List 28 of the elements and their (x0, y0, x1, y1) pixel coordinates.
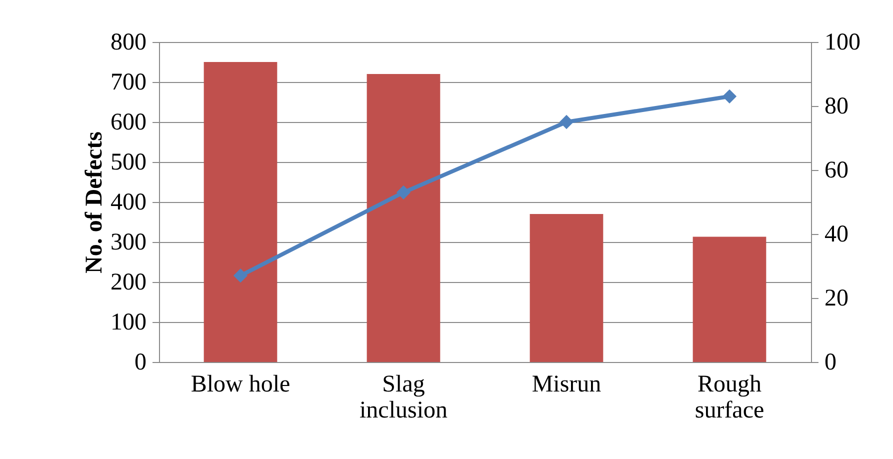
point (396, 185, 411, 200)
y-tick-label: 100 (110, 310, 146, 336)
x-tick-label: Blow hole (190, 372, 290, 398)
y2-tick-label: 100 (824, 30, 860, 56)
bar (692, 236, 766, 362)
y2-tick-label: 20 (824, 286, 848, 312)
y2-tick-label: 40 (824, 222, 848, 248)
y-tick-label: 800 (110, 30, 146, 56)
point (559, 114, 574, 130)
y-tick-label: 300 (110, 230, 146, 256)
y2-tick-label: 80 (824, 94, 848, 120)
point (722, 89, 737, 104)
y-tick-label: 500 (110, 150, 146, 176)
y-tick-label: 200 (110, 270, 146, 296)
x-tick-label: Slag inclusion (360, 372, 448, 424)
y2-tick-label: 60 (824, 158, 848, 184)
y2-tick-label: 0 (824, 350, 836, 376)
y-tick-label: 400 (110, 190, 146, 216)
point (233, 268, 248, 283)
y-tick-label: 600 (110, 110, 146, 136)
x-tick-label: Rough surface (694, 372, 764, 424)
x-tick-label: Misrun (532, 372, 602, 398)
bar (530, 214, 604, 362)
y-tick-label: 700 (110, 70, 146, 96)
bar (204, 62, 278, 362)
bar (366, 74, 440, 362)
y-tick-label: 0 (134, 350, 146, 376)
y-axis-title: No. of Defects (82, 132, 108, 274)
